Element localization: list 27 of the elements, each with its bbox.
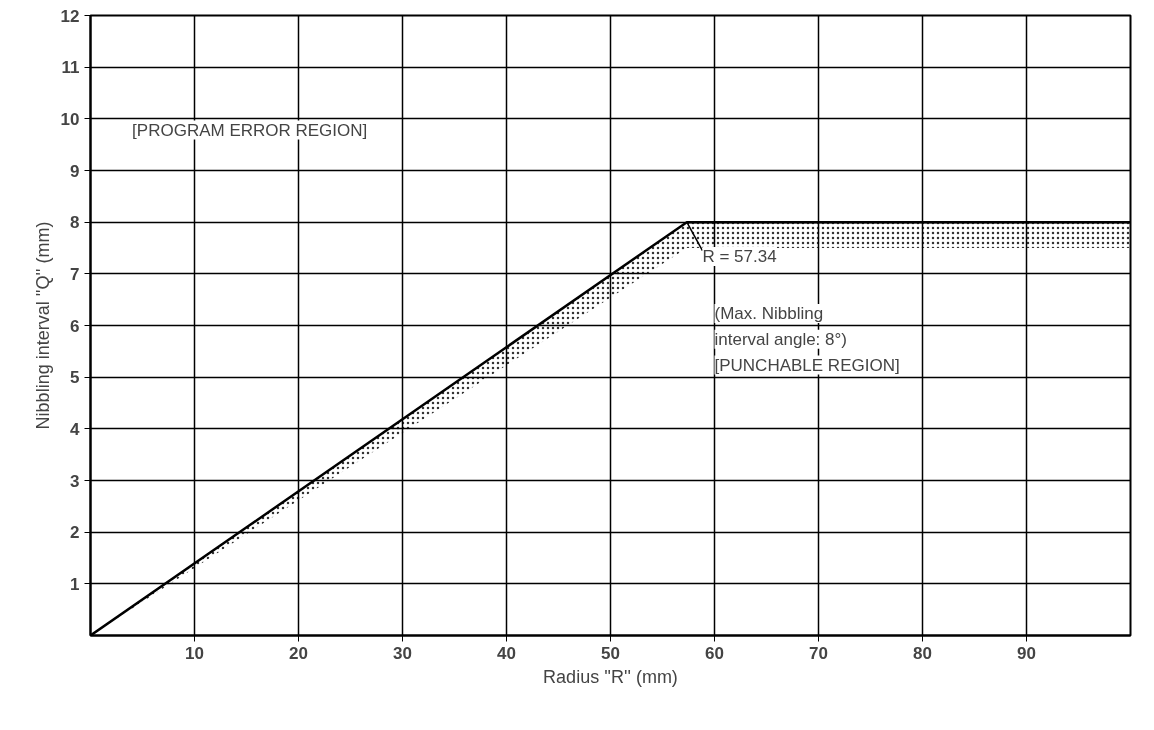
y-tick-label: 9 <box>70 161 80 181</box>
x-tick-label: 70 <box>809 643 828 663</box>
y-tick-label: 1 <box>70 574 80 594</box>
y-tick-label: 12 <box>60 6 80 26</box>
y-axis-title: Nibbling interval ''Q'' (mm) <box>32 221 53 430</box>
x-tick-label: 10 <box>185 643 204 663</box>
x-tick-label: 40 <box>497 643 516 663</box>
y-tick-label: 3 <box>70 471 80 491</box>
x-tick-label: 20 <box>289 643 308 663</box>
x-axis-title: Radius ''R'' (mm) <box>543 666 678 687</box>
annotation: R = 57.34 <box>702 247 777 267</box>
y-tick-label: 5 <box>70 368 80 388</box>
x-tick-label: 50 <box>601 643 620 663</box>
y-tick-label: 4 <box>70 419 81 439</box>
y-tick-label: 8 <box>70 213 80 233</box>
x-tick-label: 30 <box>393 643 412 663</box>
y-tick-label: 7 <box>70 264 80 284</box>
x-tick-label: 80 <box>913 643 932 663</box>
y-tick-label: 10 <box>60 109 80 129</box>
annotation: [PROGRAM ERROR REGION] <box>132 120 368 140</box>
y-tick-label: 2 <box>70 523 80 543</box>
annotation: [PUNCHABLE REGION] <box>714 355 900 375</box>
annotation: (Max. Nibbling interval angle: 8°) <box>714 303 847 349</box>
y-tick-label: 11 <box>61 58 80 78</box>
x-tick-label: 60 <box>705 643 724 663</box>
x-tick-label: 90 <box>1017 643 1036 663</box>
y-tick-label: 6 <box>70 316 80 336</box>
